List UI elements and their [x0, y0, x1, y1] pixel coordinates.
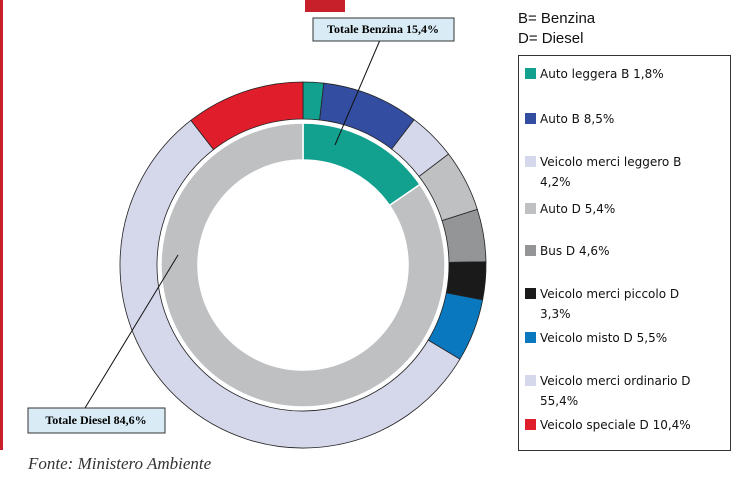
legend-value: 5,4% — [584, 202, 616, 216]
legend-swatch — [525, 419, 536, 430]
header-line: D= Diesel — [518, 30, 584, 47]
legend-item: Auto D 5,4% — [525, 199, 705, 219]
annotation-label: Totale Benzina — [327, 22, 403, 36]
legend-swatch — [525, 203, 536, 214]
edge-bar — [0, 0, 3, 450]
annotation: Totale Diesel 84,6% — [45, 413, 146, 427]
annotation: Totale Benzina 15,4% — [327, 22, 439, 36]
legend-item: Bus D 4,6% — [525, 241, 705, 261]
legend-swatch — [525, 288, 536, 299]
leader-line — [334, 39, 381, 146]
legend-value: 4,2% — [540, 175, 571, 189]
legend-text: Auto D 5,4% — [540, 199, 705, 219]
legend-label: Bus D — [540, 244, 576, 258]
legend-swatch — [525, 375, 536, 386]
legend-swatch — [525, 113, 536, 124]
legend-label: Veicolo merci piccolo D — [540, 287, 680, 301]
annotation-box — [27, 407, 166, 434]
legend-label: Veicolo merci leggero B — [540, 155, 682, 169]
title-fragment — [305, 0, 345, 12]
legend-text: Auto B 8,5% — [540, 109, 705, 129]
rings — [119, 81, 487, 449]
annotation-label: Totale Diesel — [45, 413, 111, 427]
source: Fonte: Ministero Ambiente — [28, 454, 212, 473]
legend-item: Veicolo merci ordinario D 55,4% — [525, 371, 705, 411]
legend-swatch — [525, 332, 536, 343]
donut-segment — [119, 119, 461, 449]
legend-text: Veicolo merci piccolo D 3,3% — [540, 284, 705, 324]
legend-item: Veicolo misto D 5,5% — [525, 328, 705, 348]
legend-label: Auto leggera B — [540, 67, 630, 81]
legend-label: Auto D — [540, 202, 581, 216]
legend-value: 5,5% — [636, 331, 668, 345]
legend-value: 10,4% — [652, 418, 691, 432]
legend-item: Veicolo merci leggero B 4,2% — [525, 152, 705, 192]
annotation-box — [312, 17, 455, 42]
legend-value: 4,6% — [578, 244, 610, 258]
annotation-value: 15,4% — [406, 22, 439, 36]
legend-value: 1,8% — [633, 67, 664, 81]
legend-item: Veicolo speciale D 10,4% — [525, 415, 705, 435]
legend: Auto leggera B 1,8% Auto B 8,5% Veicolo me… — [518, 55, 731, 451]
legend-value: 8,5% — [583, 112, 615, 126]
header-line: B= Benzina — [518, 10, 596, 27]
legend-swatch — [525, 68, 536, 79]
legend-label: Veicolo merci ordinario D — [540, 374, 691, 388]
legend-text: Veicolo speciale D 10,4% — [540, 415, 705, 435]
leader-line — [84, 254, 179, 409]
legend-item: Auto B 8,5% — [525, 109, 705, 129]
legend-text: Veicolo misto D 5,5% — [540, 328, 705, 348]
donut-segment — [160, 122, 446, 408]
legend-text: Veicolo merci ordinario D 55,4% — [540, 371, 705, 411]
legend-label: Veicolo misto D — [540, 331, 633, 345]
legend-value: 3,3% — [540, 307, 571, 321]
legend-label: Veicolo speciale D — [540, 418, 649, 432]
annotation-value: 84,6% — [114, 413, 147, 427]
donut-segment — [190, 81, 304, 151]
legend-label: Auto B — [540, 112, 580, 126]
legend-swatch — [525, 245, 536, 256]
legend-text: Auto leggera B 1,8% — [540, 64, 705, 84]
legend-swatch — [525, 156, 536, 167]
legend-item: Veicolo merci piccolo D 3,3% — [525, 284, 705, 324]
legend-item: Auto leggera B 1,8% — [525, 64, 705, 84]
legend-text: Bus D 4,6% — [540, 241, 705, 261]
legend-text: Veicolo merci leggero B 4,2% — [540, 152, 705, 192]
legend-value: 55,4% — [540, 394, 579, 408]
